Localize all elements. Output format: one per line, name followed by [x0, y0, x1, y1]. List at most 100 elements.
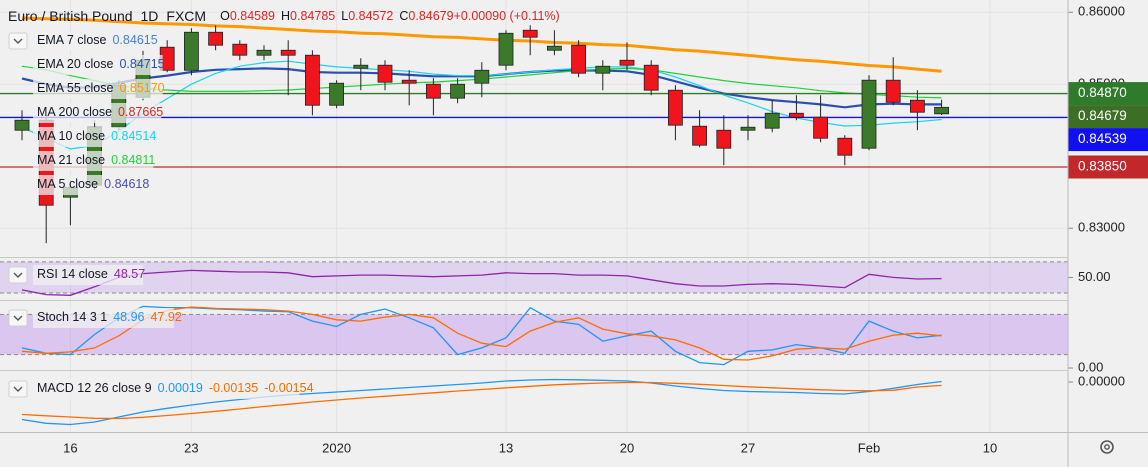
indicator-legend: Stoch 14 3 1 48.96 47.92	[37, 310, 182, 324]
indicator-title: Stoch 14 3 1	[37, 310, 107, 324]
collapse-chevron	[13, 386, 23, 392]
candle-body	[619, 59, 635, 66]
interval: 1D	[141, 8, 159, 24]
series-line	[21, 16, 942, 73]
ohlc-letter: H	[281, 9, 290, 23]
indicator-value: 48.57	[114, 267, 145, 281]
candle-body	[183, 31, 199, 71]
y-tick-label: 0.86000	[1078, 4, 1125, 19]
price-label: 0.84870	[1078, 85, 1127, 100]
plot-layer: 16232020132027Feb100.830000.850000.86000…	[0, 0, 1148, 455]
candle-body	[813, 116, 828, 139]
indicator-value: 48.96	[113, 310, 144, 324]
legend-bg	[33, 31, 156, 51]
price-label: 0.83850	[1078, 159, 1127, 174]
y-tick-label: 50.00	[1078, 269, 1111, 284]
candle-body	[498, 32, 514, 66]
price-label-box	[1068, 82, 1148, 106]
collapse-button[interactable]	[8, 32, 28, 50]
indicator-title: RSI 14 close	[37, 267, 108, 281]
indicator-value: 0.00019	[158, 381, 203, 395]
candle-body	[425, 83, 441, 99]
candle-body	[716, 129, 732, 149]
candle-body	[329, 82, 345, 106]
legend-value: 0.84514	[111, 129, 156, 143]
legend-bg	[33, 103, 162, 123]
candle-body	[837, 137, 853, 156]
legend-bg	[33, 127, 155, 147]
legend-bg	[33, 55, 163, 75]
candle-body	[668, 89, 683, 126]
legend-name: MA 10 close	[37, 129, 105, 143]
candle-body	[595, 65, 611, 74]
indicator-legend: MACD 12 26 close 9 0.00019 -0.00135 -0.0015…	[37, 381, 314, 395]
symbol-header: Euro / British Pound 1D FXCM O0.84589 H0.847…	[8, 8, 560, 24]
price-label: 0.84539	[1078, 131, 1127, 146]
legend-entry: EMA 20 close 0.84715	[37, 57, 165, 71]
collapse-button[interactable]	[8, 380, 28, 398]
ohlc-value: 0.84589	[230, 9, 275, 23]
legend-name: EMA 55 close	[37, 81, 113, 95]
symbol-title: Euro / British Pound	[8, 8, 133, 24]
legend-value: 0.84715	[119, 57, 164, 71]
candle-body	[522, 29, 538, 38]
source: FXCM	[166, 8, 206, 24]
legend-value: 0.84811	[111, 153, 155, 167]
ohlc-value: 0.84785	[290, 9, 335, 23]
gear-hub[interactable]	[1104, 444, 1110, 450]
price-label-box	[1068, 128, 1148, 152]
candle-body	[861, 79, 877, 149]
indicator-value: 47.92	[150, 310, 181, 324]
x-tick-label: 16	[63, 440, 77, 455]
collapse-chevron	[13, 315, 23, 321]
legend-entry: MA 21 close 0.84811	[37, 153, 155, 167]
ohlc-letter: C	[399, 9, 408, 23]
candle-body	[474, 69, 490, 84]
candle-body	[764, 112, 780, 129]
series-line	[21, 269, 942, 296]
x-tick-label: 10	[983, 440, 997, 455]
candle-body	[401, 79, 417, 84]
gear-ring[interactable]	[1100, 440, 1114, 454]
candle-body	[232, 43, 248, 56]
legend-bg	[33, 79, 163, 99]
candle-body	[885, 79, 901, 103]
legend-bg	[33, 265, 144, 285]
legend-entry: EMA 7 close 0.84615	[37, 33, 158, 47]
legend-entry: MA 200 close 0.87665	[37, 105, 163, 119]
x-tick-label: Feb	[858, 440, 880, 455]
x-tick-label: 27	[741, 440, 755, 455]
collapse-button[interactable]	[8, 309, 28, 327]
price-label-box	[1068, 105, 1148, 129]
x-tick-label: 2020	[322, 440, 351, 455]
candle-body	[547, 45, 562, 51]
series-line	[21, 381, 942, 420]
legend-name: EMA 7 close	[37, 33, 107, 47]
legend-bg	[33, 151, 154, 171]
legend-entry: EMA 55 close 0.85170	[37, 81, 165, 95]
legend-name: MA 200 close	[37, 105, 112, 119]
candle-body	[353, 64, 369, 69]
ohlc-letter: L	[341, 9, 348, 23]
y-tick-label: 0.00	[1078, 359, 1103, 374]
legend-bg	[33, 379, 300, 399]
candle-body	[910, 99, 925, 113]
series-line	[21, 378, 942, 426]
indicator-value: -0.00135	[209, 381, 258, 395]
x-tick-label: 13	[499, 440, 513, 455]
series-line	[21, 306, 942, 361]
candle-body	[643, 64, 659, 91]
settings-icon[interactable]	[1100, 440, 1114, 454]
candle-body	[789, 112, 804, 118]
candle-body	[934, 106, 949, 115]
ohlc-value: +0.00090 (+0.11%)	[454, 9, 560, 23]
indicator-legend: RSI 14 close 48.57	[37, 267, 145, 281]
collapse-button[interactable]	[8, 266, 28, 284]
x-tick-label: 20	[620, 440, 634, 455]
ohlc-value: 0.84572	[348, 9, 393, 23]
x-tick-label: 23	[184, 440, 198, 455]
y-tick-label: 0.00000	[1078, 373, 1125, 388]
legend-name: MA 21 close	[37, 153, 105, 167]
legend-value: 0.87665	[118, 105, 163, 119]
legend-entry: MA 5 close 0.84618	[37, 177, 149, 191]
